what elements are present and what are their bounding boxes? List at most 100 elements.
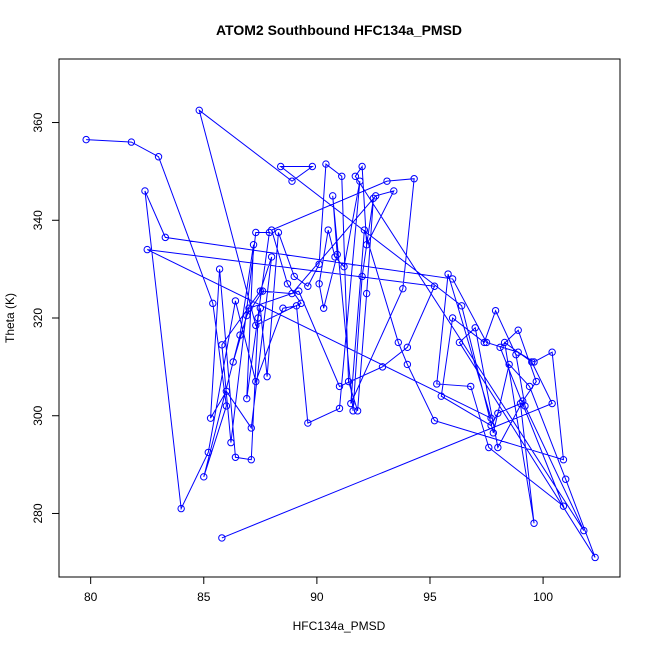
- data-point: [249, 241, 258, 249]
- data-point: [378, 363, 387, 371]
- data-point: [528, 358, 536, 366]
- data-point: [437, 392, 445, 400]
- data-point: [258, 287, 267, 295]
- plot-frame: [58, 58, 621, 578]
- data-point: [591, 553, 599, 562]
- data-point: [358, 162, 366, 171]
- data-point: [315, 280, 323, 288]
- data-point: [390, 187, 398, 195]
- data-point: [252, 321, 260, 330]
- x-tick-label: 95: [423, 590, 437, 604]
- data-point: [222, 387, 231, 395]
- data-point: [491, 306, 500, 315]
- data-point: [494, 409, 502, 417]
- data-point: [444, 270, 452, 278]
- data-point: [471, 324, 479, 332]
- y-tick-label: 320: [31, 308, 45, 328]
- data-point: [154, 153, 163, 161]
- data-point: [362, 241, 371, 249]
- data-point: [494, 443, 502, 452]
- data-point: [304, 419, 312, 427]
- data-point: [335, 382, 344, 391]
- data-point: [489, 429, 498, 437]
- data-point: [288, 177, 296, 185]
- data-point: [505, 360, 513, 369]
- data-point: [209, 299, 217, 308]
- y-axis-label: Theta (K): [3, 293, 17, 343]
- data-point: [521, 402, 529, 410]
- data-point: [519, 397, 527, 405]
- data-point: [206, 414, 215, 422]
- data-point: [356, 177, 364, 185]
- data-point: [204, 448, 213, 457]
- data-point: [559, 456, 568, 464]
- data-point: [215, 265, 224, 273]
- data-point: [525, 382, 534, 391]
- data-point: [127, 138, 136, 146]
- data-point: [243, 394, 251, 403]
- data-point: [177, 504, 185, 513]
- data-point: [548, 348, 556, 356]
- x-tick-label: 90: [310, 590, 324, 604]
- data-point: [236, 331, 244, 339]
- data-point: [335, 404, 344, 413]
- data-point: [229, 358, 237, 366]
- data-point: [548, 399, 556, 408]
- data-point: [482, 338, 491, 347]
- data-point: [353, 407, 362, 415]
- data-point: [141, 187, 149, 195]
- data-point: [487, 421, 495, 430]
- data-point: [500, 338, 509, 347]
- data-point: [231, 453, 240, 461]
- data-point: [351, 172, 360, 180]
- data-point: [252, 228, 260, 237]
- data-point: [276, 162, 285, 171]
- data-point: [324, 226, 332, 234]
- data-point: [243, 311, 251, 320]
- data-point: [218, 534, 226, 542]
- data-point: [430, 416, 439, 425]
- data-point: [340, 262, 348, 271]
- data-point: [245, 304, 253, 312]
- data-point: [315, 260, 323, 268]
- data-point: [371, 192, 380, 200]
- data-point: [227, 438, 235, 447]
- series-line: [86, 109, 596, 558]
- data-point: [430, 282, 439, 290]
- data-point: [319, 304, 328, 312]
- data-point: [247, 456, 255, 464]
- data-point: [496, 343, 504, 352]
- data-point: [487, 414, 495, 422]
- data-point: [514, 348, 522, 356]
- data-point: [344, 377, 353, 386]
- data-point: [263, 372, 271, 381]
- data-point: [559, 502, 568, 510]
- data-point: [399, 284, 407, 293]
- y-axis: 280 300 320 340 360: [31, 112, 59, 523]
- data-point: [161, 233, 170, 242]
- data-point: [383, 177, 391, 185]
- data-point: [195, 106, 203, 115]
- data-point: [295, 287, 303, 295]
- data-point: [231, 297, 240, 305]
- y-tick-label: 280: [31, 503, 45, 523]
- data-point: [247, 424, 255, 432]
- x-tick-label: 85: [197, 590, 211, 604]
- data-point: [403, 360, 412, 369]
- y-tick-label: 300: [31, 405, 45, 425]
- data-point: [358, 272, 366, 281]
- data-point: [480, 338, 488, 347]
- data-point: [455, 338, 464, 347]
- data-point: [532, 377, 540, 386]
- data-point: [530, 519, 538, 527]
- data-point: [360, 226, 369, 234]
- chart-title: ATOM2 Southbound HFC134a_PMSD: [216, 22, 462, 38]
- y-tick-label: 340: [31, 210, 45, 230]
- data-point: [218, 341, 226, 349]
- data-point: [256, 287, 265, 295]
- data-point: [403, 343, 412, 352]
- data-point: [290, 272, 298, 281]
- data-point: [516, 399, 525, 408]
- data-point: [467, 382, 475, 391]
